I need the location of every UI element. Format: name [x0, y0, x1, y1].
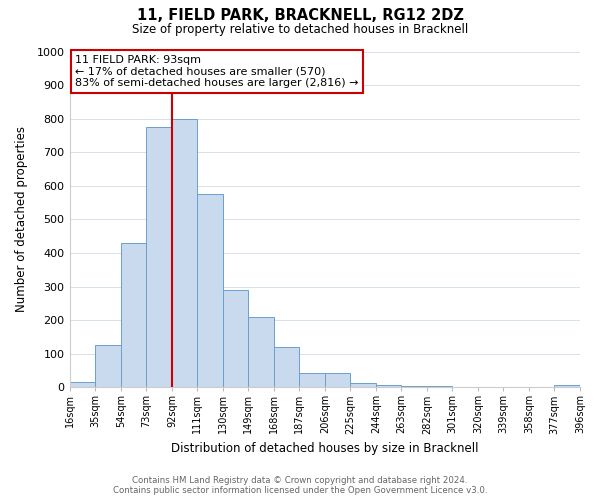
Bar: [223, 290, 248, 387]
Text: 11, FIELD PARK, BRACKNELL, RG12 2DZ: 11, FIELD PARK, BRACKNELL, RG12 2DZ: [137, 8, 463, 22]
Bar: [427, 386, 452, 387]
Bar: [401, 386, 427, 387]
Bar: [554, 384, 580, 387]
Text: Size of property relative to detached houses in Bracknell: Size of property relative to detached ho…: [132, 22, 468, 36]
Text: Contains HM Land Registry data © Crown copyright and database right 2024.
Contai: Contains HM Land Registry data © Crown c…: [113, 476, 487, 495]
Bar: [70, 382, 95, 387]
Bar: [325, 373, 350, 387]
Bar: [274, 347, 299, 387]
Bar: [376, 384, 401, 387]
Bar: [172, 118, 197, 387]
Bar: [146, 127, 172, 387]
Bar: [121, 243, 146, 387]
Bar: [95, 346, 121, 387]
Bar: [197, 194, 223, 387]
X-axis label: Distribution of detached houses by size in Bracknell: Distribution of detached houses by size …: [171, 442, 479, 455]
Bar: [248, 316, 274, 387]
Text: 11 FIELD PARK: 93sqm
← 17% of detached houses are smaller (570)
83% of semi-deta: 11 FIELD PARK: 93sqm ← 17% of detached h…: [75, 55, 358, 88]
Y-axis label: Number of detached properties: Number of detached properties: [15, 126, 28, 312]
Bar: [299, 373, 325, 387]
Bar: [350, 383, 376, 387]
Bar: [452, 386, 478, 387]
